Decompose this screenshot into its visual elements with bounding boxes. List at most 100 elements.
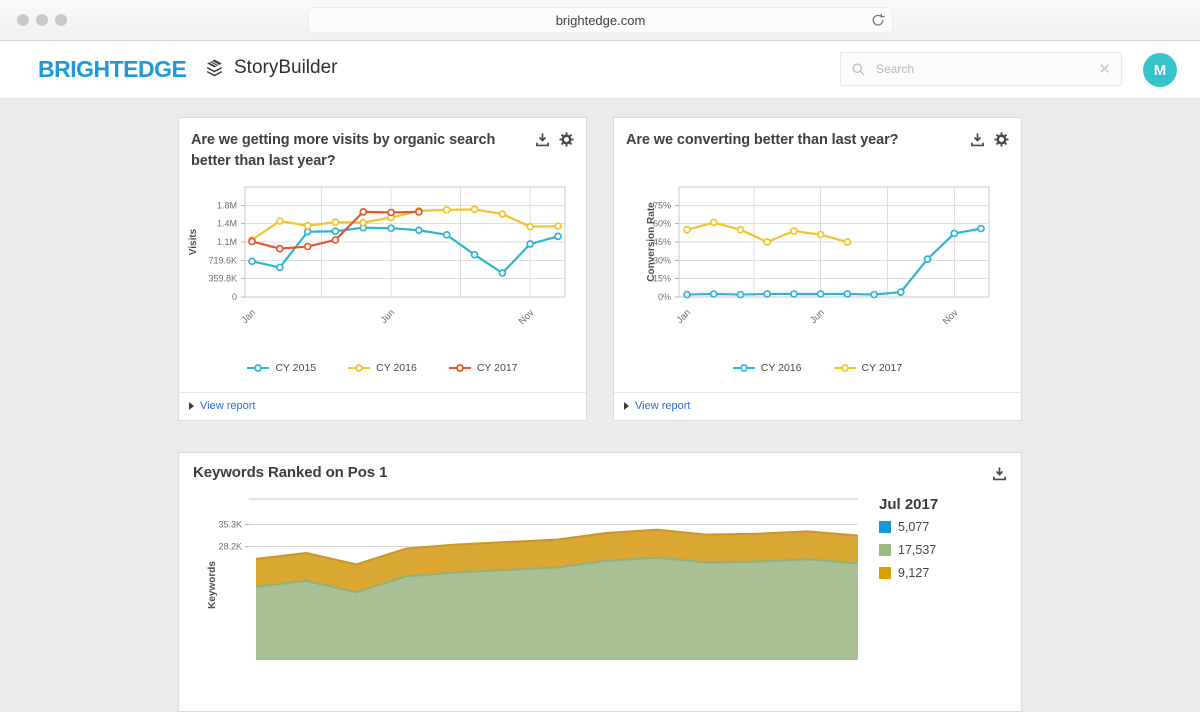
conversion-chart-canvas: 0% 15% 30% 45% 60% 75% Jan Jun Nov Conversion Rat…: [614, 179, 1021, 343]
svg-text:Jan: Jan: [240, 307, 259, 326]
window-controls[interactable]: [17, 14, 67, 26]
data-point: [275, 263, 284, 272]
legend-item[interactable]: 5,077: [879, 520, 1011, 534]
view-report-link[interactable]: View report: [624, 400, 690, 412]
legend-item[interactable]: CY 2017: [448, 362, 518, 374]
dashboard: Are we getting more visits by organic se…: [0, 99, 1200, 712]
clear-search-icon[interactable]: ✕: [1098, 60, 1111, 78]
data-point: [790, 290, 798, 298]
legend-swatch: [879, 521, 891, 533]
data-point: [415, 208, 423, 216]
svg-text:Visits: Visits: [188, 228, 199, 255]
data-point: [526, 240, 535, 248]
download-icon[interactable]: [535, 132, 550, 147]
svg-text:Nov: Nov: [941, 307, 961, 327]
data-point: [923, 255, 932, 263]
data-point: [359, 218, 368, 227]
data-point: [736, 290, 745, 299]
series-line: [251, 226, 559, 275]
data-point: [709, 218, 718, 227]
data-point: [442, 206, 451, 214]
data-point: [248, 257, 256, 266]
svg-text:30%: 30%: [653, 255, 671, 265]
view-report-arrow-icon: [189, 402, 194, 410]
data-point: [870, 290, 878, 299]
conversion-card: Are we converting better than last year?: [613, 117, 1022, 421]
avatar[interactable]: M: [1143, 53, 1177, 87]
window-zoom-button[interactable]: [55, 14, 67, 26]
legend-title: Jul 2017: [879, 496, 939, 513]
data-point: [790, 227, 798, 235]
legend-item[interactable]: 9,127: [879, 566, 1011, 580]
svg-text:75%: 75%: [653, 200, 671, 210]
gear-icon[interactable]: [994, 132, 1009, 147]
data-point: [331, 227, 340, 236]
data-point: [736, 225, 745, 234]
legend-item[interactable]: CY 2017: [833, 362, 902, 374]
conversion-chart-legend: CY 2016 CY 2017: [614, 343, 1021, 392]
download-icon[interactable]: [992, 466, 1007, 481]
data-point: [275, 244, 284, 253]
data-point: [843, 238, 852, 246]
svg-text:Conversion Rate: Conversion Rate: [646, 202, 657, 282]
svg-text:Nov: Nov: [517, 307, 537, 327]
visits-chart-canvas: 0 359.8K 719.6K 1.1M 1.4M 1.8M Jan Jun Nov Visits: [179, 179, 586, 343]
data-point: [498, 269, 507, 277]
svg-text:28.2K: 28.2K: [218, 541, 242, 551]
data-point: [470, 205, 479, 214]
legend-item[interactable]: CY 2016: [732, 362, 802, 374]
svg-text:15%: 15%: [653, 274, 671, 284]
visits-card: Are we getting more visits by organic se…: [178, 117, 587, 421]
card-title: Keywords Ranked on Pos 1: [193, 464, 388, 481]
svg-text:Jun: Jun: [808, 307, 827, 326]
visits-chart-legend: CY 2015 CY 2016 CY 2017: [179, 343, 586, 392]
legend-item[interactable]: CY 2016: [348, 362, 417, 374]
svg-text:Jun: Jun: [379, 307, 398, 326]
svg-text:0%: 0%: [658, 292, 671, 302]
data-point: [331, 236, 340, 244]
svg-text:359.8K: 359.8K: [208, 274, 237, 284]
download-icon[interactable]: [970, 132, 985, 147]
data-point: [303, 242, 312, 251]
data-point: [470, 250, 479, 259]
search-input[interactable]: [874, 61, 1091, 77]
data-point: [816, 290, 825, 298]
data-point: [816, 230, 825, 239]
keywords-chart-canvas: 35.3K 28.2K Keywords: [179, 490, 879, 670]
legend-item[interactable]: CY 2015: [247, 362, 316, 374]
svg-text:Keywords: Keywords: [207, 561, 218, 609]
svg-text:Jan: Jan: [675, 307, 694, 326]
data-point: [554, 232, 562, 241]
svg-text:45%: 45%: [653, 237, 671, 247]
series-line: [686, 227, 982, 296]
svg-text:1.8M: 1.8M: [217, 200, 237, 210]
data-point: [977, 224, 985, 233]
window-close-button[interactable]: [17, 14, 29, 26]
gear-icon[interactable]: [559, 132, 574, 147]
browser-bar: brightedge.com: [0, 0, 1200, 41]
chart-svg: 0 359.8K 719.6K 1.1M 1.4M 1.8M Jan Jun Nov Visits: [188, 186, 566, 327]
legend-item[interactable]: 17,537: [879, 543, 1011, 557]
brightedge-logo[interactable]: BRIGHTEDGE: [38, 56, 187, 82]
data-point: [950, 229, 959, 238]
refresh-icon[interactable]: [870, 12, 886, 28]
data-point: [896, 288, 905, 296]
view-report-arrow-icon: [624, 402, 629, 410]
search-box[interactable]: ✕: [840, 52, 1122, 86]
app-header: BRIGHTEDGE StoryBuilder ✕ M: [0, 41, 1200, 99]
data-point: [303, 227, 312, 236]
data-point: [554, 222, 562, 231]
svg-text:35.3K: 35.3K: [218, 520, 242, 530]
svg-text:719.6K: 719.6K: [208, 255, 237, 265]
svg-text:1.1M: 1.1M: [217, 237, 237, 247]
address-bar[interactable]: brightedge.com: [308, 7, 893, 33]
view-report-link[interactable]: View report: [189, 400, 255, 412]
svg-text:0: 0: [232, 292, 237, 302]
window-minimize-button[interactable]: [36, 14, 48, 26]
data-point: [763, 238, 772, 246]
card-title: Are we getting more visits by organic se…: [191, 132, 496, 169]
data-point: [526, 222, 535, 231]
data-point: [683, 290, 691, 299]
data-point: [709, 290, 718, 298]
